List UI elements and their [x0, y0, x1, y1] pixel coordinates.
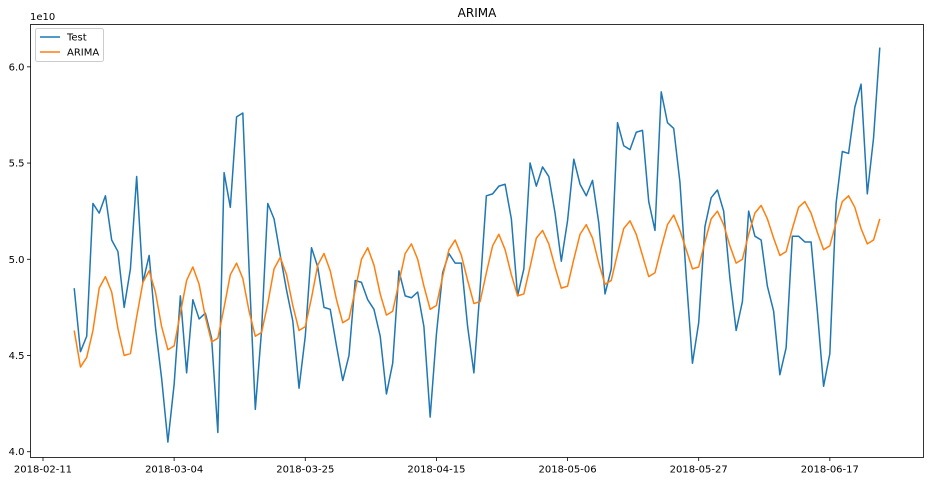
- series-layer: [73, 47, 881, 443]
- y-tick-label: 6.0: [9, 62, 25, 73]
- chart-title: ARIMA: [458, 6, 497, 20]
- x-tick-label: 2018-02-11: [14, 465, 72, 476]
- x-tick-label: 2018-05-06: [538, 465, 596, 476]
- y-axis: 4.0 4.5 5.0 5.5 6.0: [9, 62, 31, 458]
- y-tick-label: 4.0: [9, 447, 25, 458]
- y-tick-label: 4.5: [9, 351, 25, 362]
- x-tick-label: 2018-04-15: [407, 465, 465, 476]
- x-tick-label: 2018-05-27: [670, 465, 728, 476]
- x-tick-label: 2018-03-25: [276, 465, 334, 476]
- x-axis: 2018-02-11 2018-03-04 2018-03-25 2018-04-15…: [14, 457, 859, 476]
- legend-label-test: Test: [66, 33, 87, 44]
- legend-label-arima: ARIMA: [67, 48, 99, 59]
- x-tick-label: 2018-06-17: [801, 465, 859, 476]
- legend: Test ARIMA: [35, 28, 104, 62]
- series-line-test: [73, 47, 881, 443]
- plot-frame: [30, 24, 924, 458]
- y-scale-label: 1e10: [30, 12, 55, 23]
- y-tick-label: 5.5: [9, 159, 25, 170]
- y-tick-label: 5.0: [9, 255, 25, 266]
- series-line-arima: [73, 195, 881, 368]
- x-tick-label: 2018-03-04: [145, 465, 203, 476]
